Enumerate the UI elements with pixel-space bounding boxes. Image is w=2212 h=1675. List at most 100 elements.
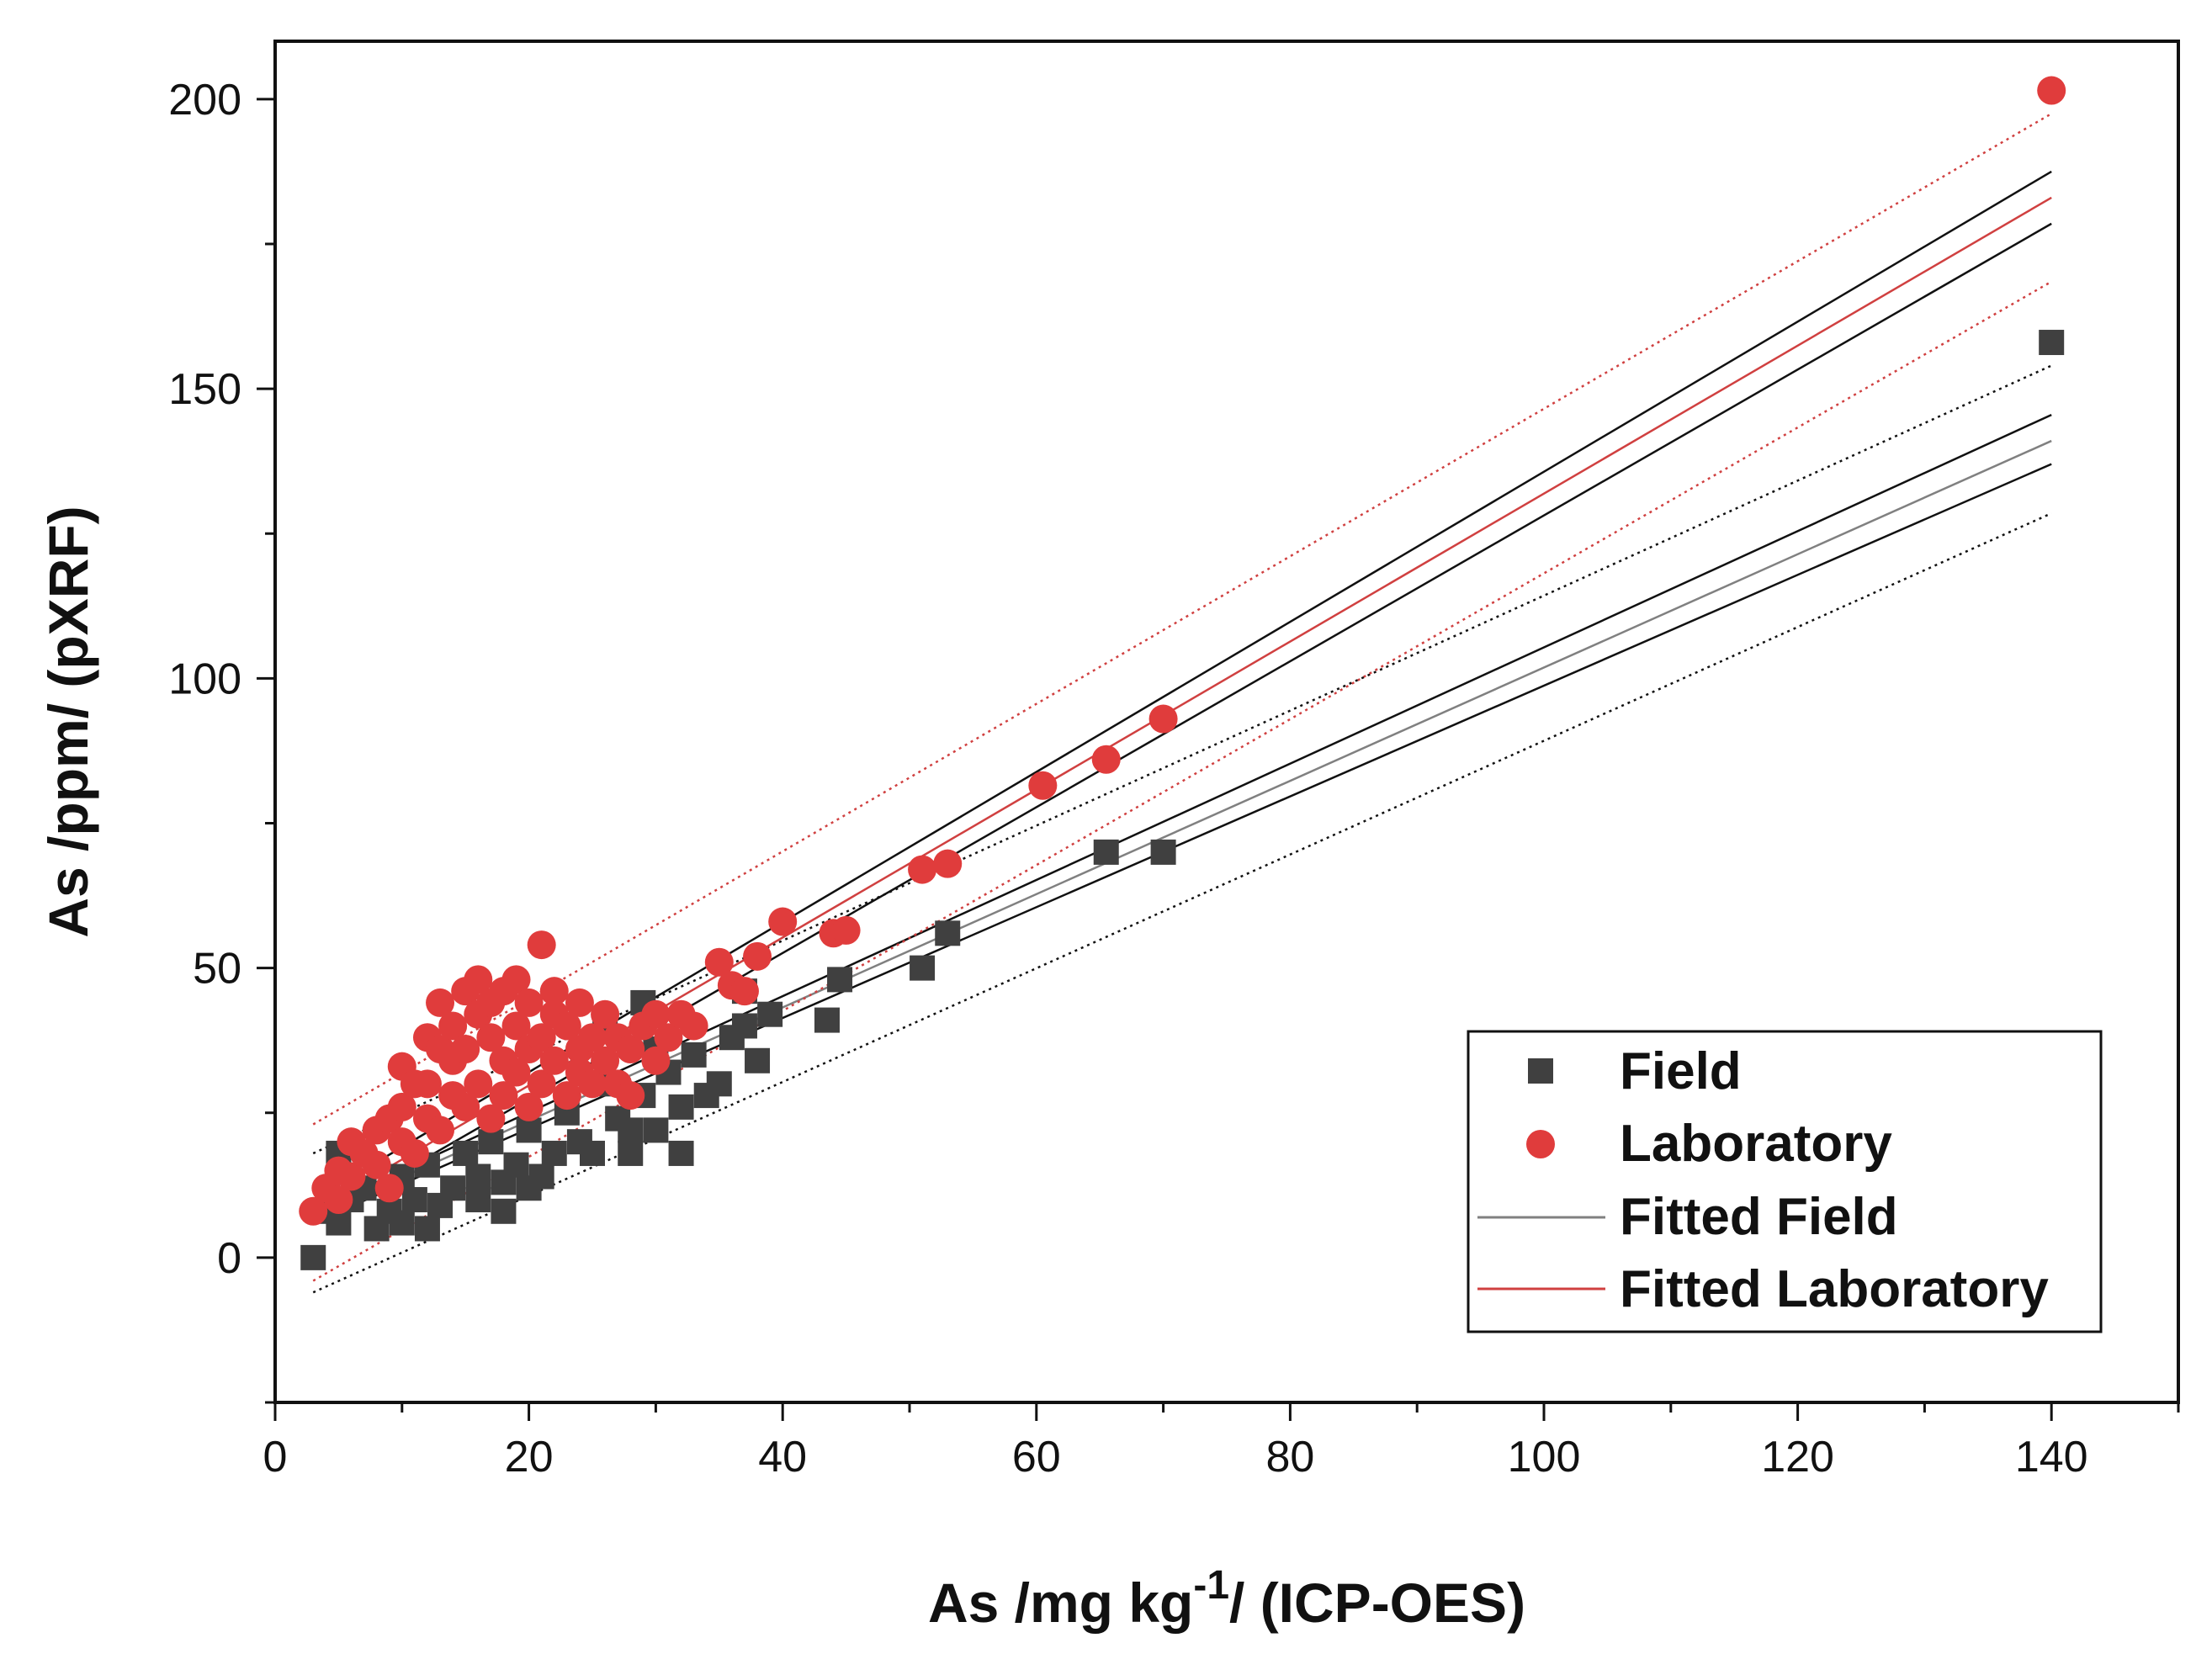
- laboratory-point: [591, 999, 620, 1029]
- laboratory-point: [438, 1011, 468, 1041]
- laboratory-point: [704, 947, 734, 977]
- laboratory-point: [387, 1092, 416, 1121]
- legend-field-marker: [1528, 1058, 1553, 1084]
- laboratory-point: [426, 1116, 455, 1145]
- laboratory-point: [527, 1069, 556, 1099]
- field-point: [389, 1210, 415, 1236]
- laboratory-point: [337, 1162, 366, 1191]
- laboratory-point: [501, 965, 531, 994]
- legend-field-label: Field: [1620, 1042, 1742, 1100]
- x-axis-title: As /mg kg-1/ (ICP-OES): [928, 1563, 1525, 1634]
- field-point: [580, 1140, 605, 1166]
- field-point: [643, 1117, 669, 1143]
- field-point: [401, 1187, 427, 1213]
- laboratory-point: [616, 1035, 645, 1064]
- field-point: [827, 967, 853, 993]
- field-point: [491, 1198, 517, 1224]
- laboratory-point: [908, 855, 937, 884]
- x-axis-title-tail: / (ICP-OES): [1229, 1572, 1525, 1634]
- laboratory-point: [489, 1081, 518, 1110]
- field-point: [440, 1175, 466, 1201]
- laboratory-prediction-upper-line: [312, 112, 2052, 1126]
- x-tick-label: 20: [505, 1433, 554, 1482]
- y-axis: 0 50 100 150 200: [168, 76, 275, 1404]
- laboratory-point: [362, 1150, 391, 1179]
- laboratory-point: [933, 849, 963, 878]
- field-point: [453, 1140, 479, 1166]
- field-point: [910, 955, 936, 981]
- field-point: [1093, 839, 1119, 865]
- field-point: [2039, 330, 2065, 356]
- laboratory-point: [654, 1023, 683, 1052]
- field-point: [465, 1163, 491, 1190]
- laboratory-point: [743, 941, 772, 971]
- laboratory-point: [768, 907, 798, 936]
- laboratory-point: [374, 1174, 404, 1203]
- x-tick-label: 40: [758, 1433, 807, 1482]
- y-tick-label: 100: [168, 655, 241, 703]
- laboratory-point: [2037, 76, 2066, 105]
- legend-laboratory-label: Laboratory: [1620, 1115, 1892, 1173]
- laboratory-point: [552, 1011, 581, 1041]
- laboratory-point: [616, 1081, 645, 1110]
- field-point: [731, 1013, 757, 1039]
- field-point: [503, 1152, 529, 1178]
- laboratory-point: [539, 977, 569, 1006]
- laboratory-point: [476, 1104, 506, 1133]
- field-point: [745, 1047, 771, 1073]
- laboratory-point: [539, 1046, 569, 1075]
- field-point: [681, 1042, 707, 1068]
- y-tick-label: 50: [193, 945, 241, 994]
- field-point: [478, 1129, 504, 1155]
- field-point: [300, 1244, 326, 1270]
- field-point: [516, 1117, 542, 1143]
- x-axis-title-main: As /mg kg: [928, 1572, 1193, 1634]
- field-point: [757, 1001, 783, 1027]
- x-tick-label: 140: [2015, 1433, 2088, 1482]
- legend-fitted-field-label: Fitted Field: [1620, 1188, 1898, 1246]
- laboratory-point: [641, 1046, 671, 1075]
- laboratory-point: [578, 1023, 607, 1052]
- laboratory-point: [476, 1023, 506, 1052]
- laboratory-point: [514, 988, 544, 1017]
- laboratory-point: [641, 999, 671, 1029]
- laboratory-point: [729, 977, 759, 1006]
- x-tick-label: 80: [1265, 1433, 1314, 1482]
- field-point: [326, 1210, 352, 1236]
- field-point: [706, 1071, 732, 1097]
- field-point: [1150, 839, 1176, 865]
- laboratory-point: [451, 1035, 480, 1064]
- legend-fitted-laboratory-label: Fitted Laboratory: [1620, 1260, 2049, 1318]
- laboratory-point: [501, 1057, 531, 1087]
- x-tick-label: 60: [1012, 1433, 1061, 1482]
- laboratory-point: [501, 1011, 531, 1041]
- laboratory-point: [451, 1092, 480, 1121]
- laboratory-point: [412, 1069, 442, 1099]
- laboratory-point: [527, 1023, 556, 1052]
- field-point: [465, 1187, 491, 1213]
- laboratory-point: [831, 915, 861, 945]
- legend-box: [1467, 1030, 2103, 1333]
- x-axis-title-superscript: -1: [1193, 1563, 1229, 1608]
- laboratory-point: [552, 1081, 581, 1110]
- laboratory-point: [591, 1046, 620, 1075]
- laboratory-point: [1091, 745, 1121, 774]
- laboratory-point: [426, 988, 455, 1017]
- y-tick-label: 200: [168, 76, 241, 125]
- laboratory-point: [1148, 704, 1178, 734]
- laboratory-points: [299, 76, 2066, 1226]
- y-axis-title: As /ppm/ (pXRF): [37, 506, 99, 937]
- field-point: [528, 1163, 554, 1190]
- field-point: [618, 1140, 644, 1166]
- laboratory-point: [514, 1092, 544, 1121]
- laboratory-point: [527, 930, 556, 960]
- legend-laboratory-marker: [1526, 1130, 1555, 1158]
- laboratory-point: [1028, 771, 1058, 800]
- laboratory-point: [324, 1185, 353, 1215]
- laboratory-prediction-lower-line: [312, 280, 2052, 1282]
- field-point: [668, 1094, 694, 1120]
- field-point: [618, 1117, 644, 1143]
- laboratory-point: [578, 1069, 607, 1099]
- x-tick-label: 100: [1508, 1433, 1581, 1482]
